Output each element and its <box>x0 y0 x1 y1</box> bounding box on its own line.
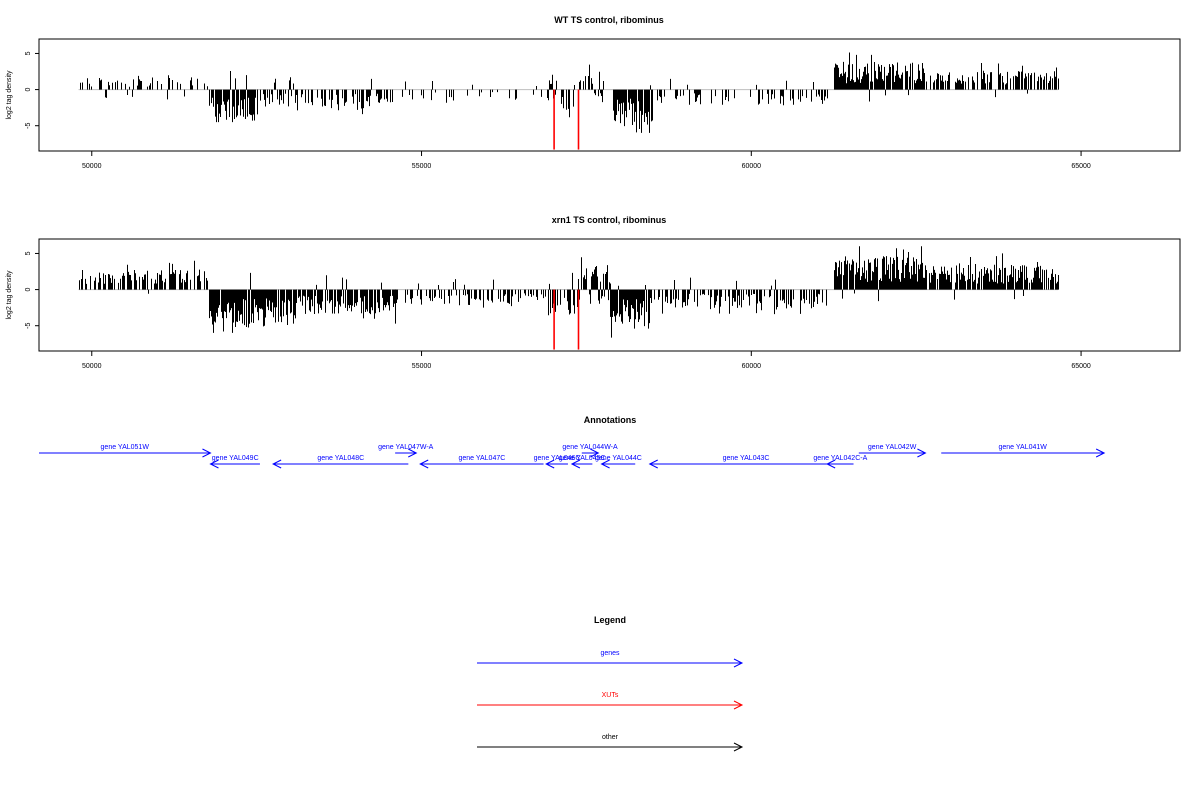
legend-label: XUTs <box>602 692 619 699</box>
wt-track-title: WT TS control, ribominus <box>554 15 664 25</box>
gene-label: gene YAL045C <box>559 455 606 462</box>
y-tick-label: 5 <box>25 51 32 55</box>
gene-label: gene YAL044W-A <box>562 444 618 451</box>
x-tick-label: 60000 <box>742 363 762 370</box>
gene-yal046c: gene YAL046C <box>534 455 581 469</box>
arrow-head <box>733 658 744 668</box>
arrow-head <box>570 459 581 469</box>
gene-yal047w-a: gene YAL047W-A <box>378 444 434 458</box>
gene-yal042c-a: gene YAL042C-A <box>813 455 868 469</box>
arrow-head <box>600 459 610 469</box>
arrow-head <box>272 459 282 469</box>
arrow-head <box>826 459 836 469</box>
gene-label: gene YAL048C <box>317 455 364 462</box>
gene-label: gene YAL042C-A <box>813 455 867 462</box>
legend-item-genes: genes <box>477 650 744 668</box>
xrn1-y-axis: -5 0 5 <box>25 251 39 329</box>
arrow-head <box>202 448 212 458</box>
y-tick-label: 5 <box>25 251 32 255</box>
x-tick-label: 50000 <box>82 363 102 370</box>
arrow-head <box>733 700 744 710</box>
arrow-head <box>1095 448 1106 458</box>
arrow-head <box>209 459 219 469</box>
xrn1-track-panel: xrn1 TS control, ribominus 50000 55000 600… <box>6 215 1181 370</box>
gene-yal044c: gene YAL044C <box>595 455 642 469</box>
xrn1-plot-frame <box>38 238 1181 352</box>
wt-signal-bars <box>78 52 1059 150</box>
legend-title: Legend <box>594 615 626 625</box>
x-tick-label: 50000 <box>82 163 102 170</box>
x-tick-label: 55000 <box>412 363 432 370</box>
wt-x-axis: 50000 55000 60000 65000 <box>82 151 1091 170</box>
gene-label: gene YAL046C <box>534 455 581 462</box>
gene-yal048c: gene YAL048C <box>272 455 409 469</box>
gene-label: gene YAL041W <box>999 444 1048 451</box>
gene-label: gene YAL051W <box>101 444 150 451</box>
wt-plot-frame <box>38 38 1181 152</box>
gene-yal044w-a: gene YAL044W-A <box>562 444 618 458</box>
gene-yal051w: gene YAL051W <box>39 444 212 458</box>
legend-item-other: other <box>477 734 744 752</box>
arrow-head <box>419 459 429 469</box>
arrow-head <box>408 448 418 458</box>
gene-label: gene YAL049C <box>212 455 259 462</box>
y-tick-label: -5 <box>25 122 32 128</box>
gene-arrows: gene YAL051W gene YAL049C gene YAL048C gene… <box>39 444 1106 469</box>
y-tick-label: -5 <box>25 322 32 328</box>
gene-yal049c: gene YAL049C <box>209 455 260 469</box>
arrow-head <box>545 459 555 469</box>
legend-label: genes <box>600 650 620 657</box>
gene-yal045c: gene YAL045C <box>559 455 606 469</box>
gene-yal042w: gene YAL042W <box>858 444 927 458</box>
arrow-head <box>648 459 658 469</box>
gene-label: gene YAL043C <box>723 455 770 462</box>
gene-label: gene YAL047C <box>458 455 505 462</box>
annotations-title: Annotations <box>584 415 637 425</box>
y-tick-label: 0 <box>25 88 32 92</box>
x-tick-label: 60000 <box>742 163 762 170</box>
legend-item-xuts: XUTs <box>477 692 744 710</box>
wt-y-axis-label: log2 tag density <box>6 70 13 120</box>
xrn1-track-title: xrn1 TS control, ribominus <box>552 215 667 225</box>
gene-yal043c: gene YAL043C <box>648 455 843 469</box>
x-tick-label: 55000 <box>412 163 432 170</box>
gene-label: gene YAL042W <box>868 444 917 451</box>
xrn1-signal-bars <box>78 246 1059 350</box>
xrn1-y-axis-label: log2 tag density <box>6 270 13 320</box>
arrow-head <box>733 742 744 752</box>
xrn1-x-axis: 50000 55000 60000 65000 <box>82 351 1091 370</box>
gene-label: gene YAL044C <box>595 455 642 462</box>
arrow-head <box>917 448 927 458</box>
legend-items: genes XUTs other <box>477 650 744 752</box>
arrow-head <box>590 448 600 458</box>
x-tick-label: 65000 <box>1071 363 1091 370</box>
legend-panel: Legend genes XUTs other <box>477 615 744 752</box>
x-tick-label: 65000 <box>1071 163 1091 170</box>
wt-track-panel: WT TS control, ribominus 50000 55000 60000… <box>6 15 1181 170</box>
legend-label: other <box>602 734 619 741</box>
y-tick-label: 0 <box>25 288 32 292</box>
gene-yal041w: gene YAL041W <box>941 444 1106 458</box>
gene-yal047c: gene YAL047C <box>419 455 544 469</box>
gene-label: gene YAL047W-A <box>378 444 434 451</box>
wt-y-axis: -5 0 5 <box>25 51 39 129</box>
